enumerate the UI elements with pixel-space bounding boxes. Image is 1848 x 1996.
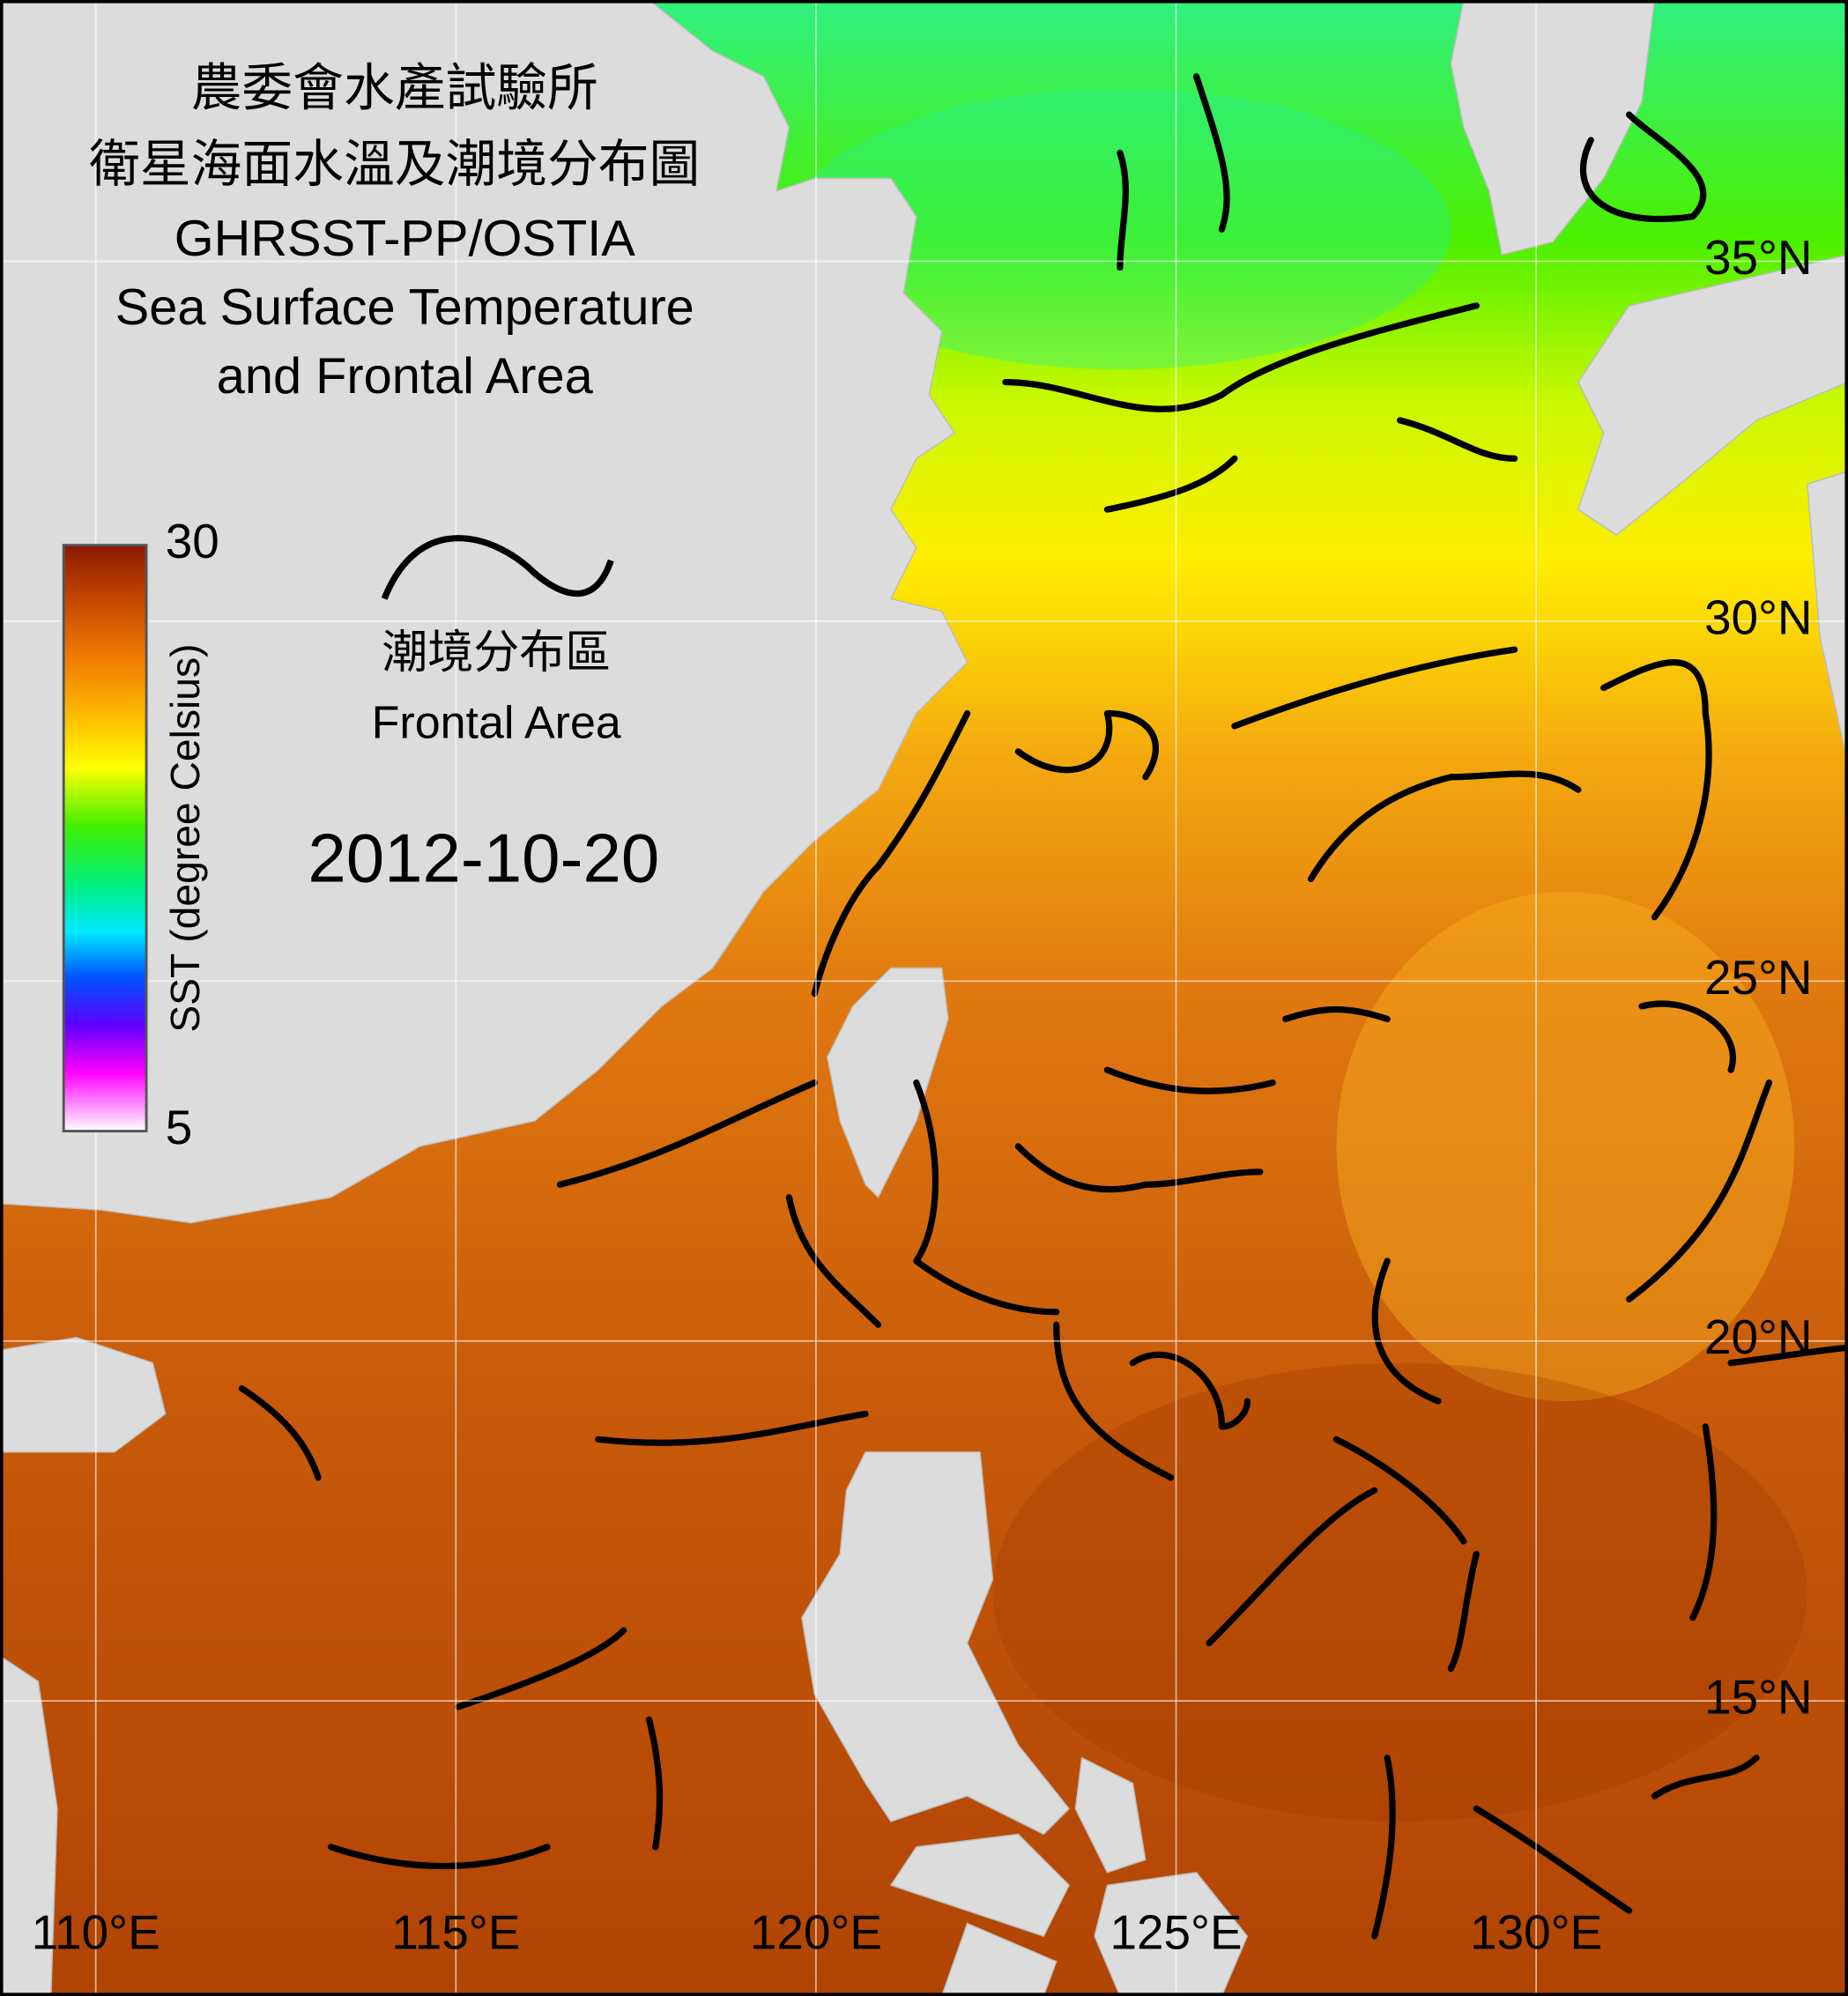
colorbar-label: SST (degree Celsius) bbox=[162, 644, 208, 1033]
colorbar: SST (degree Celsius) bbox=[62, 544, 208, 1132]
legend-label: 潮境分布區 bbox=[382, 627, 611, 679]
frontal-lines bbox=[238, 73, 1848, 1940]
title-line: and Frontal Area bbox=[217, 348, 594, 404]
lat-label: 35°N bbox=[1704, 230, 1813, 285]
lat-label: 30°N bbox=[1704, 590, 1813, 644]
colorbar-tick-label: 30 bbox=[166, 514, 219, 568]
lat-label: 25°N bbox=[1704, 950, 1813, 1005]
legend-label: Frontal Area bbox=[372, 698, 621, 749]
lon-label: 110°E bbox=[32, 1905, 160, 1960]
lat-label: 15°N bbox=[1704, 1670, 1813, 1725]
legend-symbol bbox=[381, 535, 614, 600]
lon-label: 115°E bbox=[391, 1905, 520, 1960]
title-line: GHRSST-PP/OSTIA bbox=[174, 211, 636, 267]
title-line: 農委會水產試驗所 bbox=[191, 60, 598, 116]
lat-label: 20°N bbox=[1704, 1310, 1813, 1364]
lon-label: 120°E bbox=[750, 1905, 882, 1960]
title-line: 衛星海面水溫及潮境分布圖 bbox=[89, 137, 700, 193]
title-line: Sea Surface Temperature bbox=[115, 279, 694, 336]
date: 2012-10-20 bbox=[308, 820, 659, 897]
title-block: 農委會水產試驗所 衛星海面水溫及潮境分布圖 GHRSST-PP/OSTIA Se… bbox=[89, 60, 700, 404]
colorbar-scale bbox=[62, 544, 148, 1132]
lon-label: 125°E bbox=[1110, 1905, 1242, 1960]
legend: 潮境分布區 Frontal Area bbox=[372, 535, 621, 749]
lon-label: 130°E bbox=[1470, 1905, 1602, 1960]
colorbar-tick-label: 5 bbox=[166, 1100, 193, 1154]
